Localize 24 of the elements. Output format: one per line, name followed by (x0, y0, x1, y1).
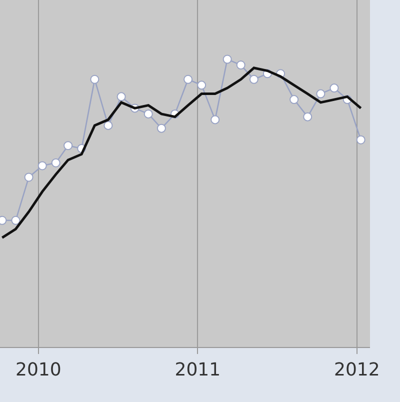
point (236, 60, 246, 70)
point (156, 124, 166, 133)
point (116, 92, 126, 102)
point (90, 74, 100, 84)
x-tick-label: 2010 (15, 360, 62, 381)
x-tick-label: 2012 (334, 360, 380, 381)
point (38, 161, 47, 170)
point (144, 109, 153, 118)
point (290, 95, 299, 104)
point (104, 120, 113, 130)
point (51, 158, 60, 168)
point (64, 141, 73, 150)
point (11, 216, 20, 225)
point (184, 74, 193, 84)
point (24, 172, 34, 182)
point (249, 74, 258, 84)
point (210, 115, 220, 124)
point (303, 112, 312, 122)
x-tick-label: 2011 (174, 360, 221, 381)
point (222, 54, 232, 64)
point (356, 135, 366, 144)
point (316, 89, 326, 98)
point (197, 80, 206, 90)
point (330, 84, 339, 93)
